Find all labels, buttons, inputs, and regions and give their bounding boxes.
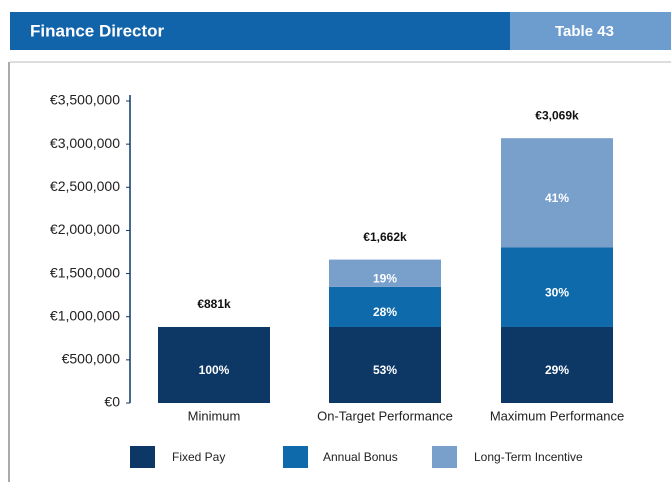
bar-segment bbox=[329, 259, 441, 287]
legend-label: Annual Bonus bbox=[323, 450, 398, 464]
y-tick-label: €3,000,000 bbox=[50, 135, 120, 151]
total-label: €3,069k bbox=[535, 108, 579, 122]
segment-label: 29% bbox=[545, 363, 569, 377]
total-label: €881k bbox=[197, 297, 231, 311]
bar-segment bbox=[501, 247, 613, 327]
legend-label: Fixed Pay bbox=[172, 450, 225, 464]
x-tick-label: Maximum Performance bbox=[490, 408, 624, 423]
y-tick-label: €0 bbox=[104, 394, 120, 410]
legend-label: Long-Term Incentive bbox=[474, 450, 583, 464]
header-tab bbox=[510, 12, 671, 50]
segment-label: 19% bbox=[373, 271, 397, 285]
segment-label: 41% bbox=[545, 191, 569, 205]
y-tick-label: €3,500,000 bbox=[50, 92, 120, 108]
y-tick-label: €500,000 bbox=[62, 351, 121, 367]
total-label: €1,662k bbox=[363, 230, 407, 244]
bar-segment bbox=[158, 326, 270, 403]
bar-segment bbox=[329, 286, 441, 327]
segment-label: 28% bbox=[373, 305, 397, 319]
y-tick-label: €1,000,000 bbox=[50, 307, 120, 323]
header-bar bbox=[10, 12, 510, 50]
bar-segment bbox=[501, 326, 613, 403]
segment-label: 100% bbox=[199, 363, 230, 377]
bar-segment bbox=[329, 326, 441, 403]
segment-label: 30% bbox=[545, 285, 569, 299]
legend-swatch bbox=[432, 446, 457, 468]
legend-swatch bbox=[130, 446, 155, 468]
table-label: Table 43 bbox=[555, 23, 614, 40]
header-title: Finance Director bbox=[30, 21, 165, 40]
y-tick-label: €1,500,000 bbox=[50, 264, 120, 280]
x-tick-label: On-Target Performance bbox=[317, 408, 453, 423]
x-tick-label: Minimum bbox=[188, 408, 241, 423]
bar-segment bbox=[501, 138, 613, 248]
legend-swatch bbox=[283, 446, 308, 468]
y-tick-label: €2,500,000 bbox=[50, 178, 120, 194]
segment-label: 53% bbox=[373, 363, 397, 377]
y-tick-label: €2,000,000 bbox=[50, 221, 120, 237]
